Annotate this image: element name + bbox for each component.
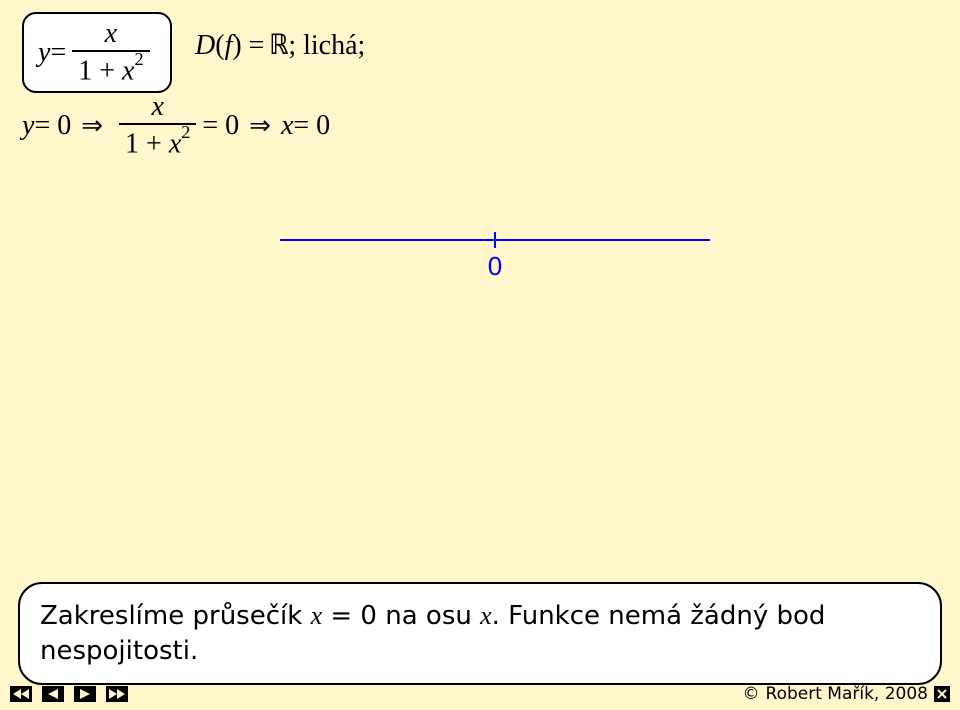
bubble-t2: na osu: [385, 601, 480, 631]
left-icon: [48, 689, 58, 699]
domain-statement: D(f) = ℝ; lichá;: [195, 28, 365, 63]
nav-prev-button[interactable]: [42, 686, 64, 702]
implies-1: ⇒: [81, 111, 103, 141]
bubble-x2: x: [480, 601, 492, 630]
right-icon: [80, 689, 90, 699]
numberline-label: 0: [488, 251, 502, 281]
double-left-icon: [13, 689, 29, 699]
formula-lhs-var: y: [38, 37, 50, 69]
copyright-text: Robert Mařík, 2008: [766, 684, 928, 704]
formula-den: 1 + x2: [72, 54, 149, 85]
number-line: 0: [280, 220, 710, 290]
copyright-symbol: ©: [743, 684, 760, 704]
bubble-t1: Zakreslíme průsečík: [40, 601, 311, 631]
bubble-eq: = 0: [322, 601, 385, 631]
frac2: x 1 + x2: [119, 93, 196, 158]
nav-first-button[interactable]: [10, 686, 32, 702]
copyright: © Robert Mařík, 2008: [743, 684, 950, 704]
double-right-icon: [109, 689, 125, 699]
nav-last-button[interactable]: [106, 686, 128, 702]
derivation-line: y = 0 ⇒ x 1 + x2 = 0 ⇒ x = 0: [22, 93, 330, 158]
explanation-bubble: Zakreslíme průsečík x = 0 na osu x. Funk…: [18, 582, 942, 685]
formula-fraction: x 1 + x2: [72, 20, 149, 85]
formula-num: x: [99, 20, 123, 48]
formula-box: y = x 1 + x2: [22, 12, 172, 93]
formula-eq: =: [50, 37, 66, 69]
close-button[interactable]: [934, 686, 950, 702]
footer: © Robert Mařík, 2008: [10, 684, 950, 704]
bubble-x1: x: [311, 601, 323, 630]
nav-next-button[interactable]: [74, 686, 96, 702]
implies-2: ⇒: [249, 111, 271, 141]
close-icon: [937, 689, 947, 699]
nav-controls: [10, 686, 128, 702]
